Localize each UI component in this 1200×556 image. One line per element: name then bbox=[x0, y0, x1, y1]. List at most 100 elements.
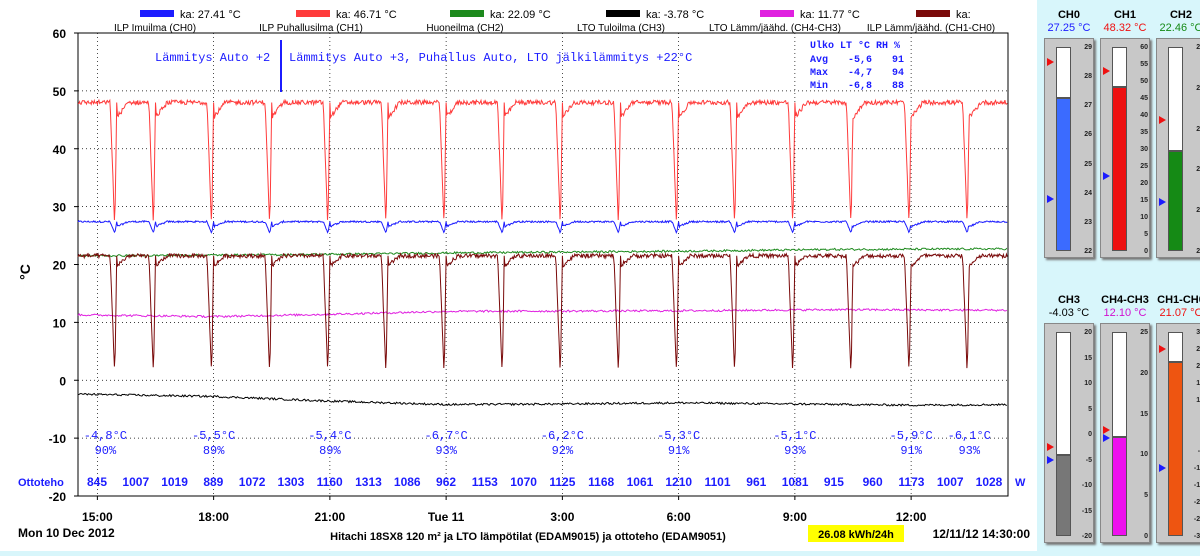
gauge-tick-label: 5 bbox=[1144, 492, 1148, 500]
gauge-tick-label: 15 bbox=[1140, 197, 1148, 204]
gauge-tick-label: 0 bbox=[1144, 248, 1148, 255]
ottoteho-value: 1028 bbox=[976, 475, 1003, 489]
legend-swatch bbox=[140, 10, 174, 17]
gauge-tick-label: 50 bbox=[1140, 78, 1148, 85]
gauge-scale: 25 20 15 10 5 0 bbox=[1130, 324, 1150, 542]
outdoor-rh: 93% bbox=[784, 444, 806, 458]
gauge-tick-label: 10 bbox=[1140, 451, 1148, 459]
ottoteho-value: 1070 bbox=[510, 475, 537, 489]
x-tick-label: 21:00 bbox=[315, 510, 346, 524]
y-tick-label: 30 bbox=[53, 201, 67, 215]
outdoor-temp: -6,1°C bbox=[948, 429, 991, 443]
outdoor-rh: 89% bbox=[203, 444, 225, 458]
gauge-tick-label: -20 bbox=[1081, 533, 1092, 540]
gauge-red-marker bbox=[1103, 425, 1110, 434]
outdoor-temp: -6,2°C bbox=[541, 429, 584, 443]
legend-label: ILP Puhallusilma (CH1) bbox=[259, 23, 363, 34]
gauge-tick-label: 23 bbox=[1196, 125, 1200, 133]
ottoteho-value: 1007 bbox=[122, 475, 149, 489]
mode-annotation-1: Lämmitys Auto +2 bbox=[155, 51, 270, 65]
legend-label: LTO Lämm/jäähd. (CH4-CH3) bbox=[709, 23, 841, 34]
ottoteho-value: 1125 bbox=[549, 475, 575, 489]
gauge-tick-label: 15 bbox=[1196, 380, 1200, 387]
gauge-fill bbox=[1112, 86, 1127, 251]
gauge-scale: 29 28 27 26 25 24 23 22 bbox=[1074, 39, 1094, 257]
footer-timestamp: 12/11/12 14:30:00 bbox=[933, 527, 1031, 541]
gauge-tick-label: 27 bbox=[1084, 102, 1092, 110]
gauge-red-marker bbox=[1159, 345, 1166, 353]
outdoor-temp: -6,7°C bbox=[425, 429, 468, 443]
gauge-blue-marker bbox=[1159, 198, 1166, 207]
mode-annotation-2: Lämmitys Auto +3, Puhallus Auto, LTO jäl… bbox=[289, 51, 692, 65]
gauge-track bbox=[1112, 332, 1127, 438]
gauge-name: CH1 bbox=[1113, 9, 1136, 21]
energy-highlight bbox=[808, 525, 904, 542]
stats-label: Avg bbox=[810, 55, 828, 66]
ottoteho-value: 962 bbox=[436, 475, 456, 489]
legend-average: ka: 11.77 °C bbox=[800, 9, 860, 21]
gauge-frame: 25 20 15 10 5 0 bbox=[1100, 323, 1150, 543]
series-line bbox=[77, 392, 1007, 407]
ottoteho-value: 1168 bbox=[588, 475, 614, 489]
y-tick-label: -10 bbox=[49, 432, 67, 446]
legend-swatch bbox=[606, 10, 640, 17]
gauge-tick-label: 40 bbox=[1140, 112, 1148, 119]
outdoor-rh: 93% bbox=[435, 444, 457, 458]
gauge-tick-label: 23 bbox=[1084, 218, 1092, 226]
gauge-frame: 20 15 10 5 0 -5 -10 -15 -20 bbox=[1044, 323, 1094, 543]
gauge-value: 22.46 °C bbox=[1159, 22, 1200, 34]
grid bbox=[78, 33, 1008, 496]
stats-rh: 94 bbox=[892, 68, 904, 79]
outdoor-rh: 90% bbox=[95, 444, 117, 458]
gauge-tick-label: 30 bbox=[1140, 146, 1148, 153]
outdoor-readings: -4,8°C90%-5,5°C89%-5,4°C89%-6,7°C93%-6,2… bbox=[84, 429, 991, 458]
x-tick-label: 9:00 bbox=[783, 510, 807, 524]
series-line bbox=[77, 251, 1008, 369]
gauge-tick-label: 55 bbox=[1140, 61, 1148, 68]
gauge-scale: 25 24 23 22 21 20 bbox=[1186, 39, 1200, 257]
ottoteho-value: 889 bbox=[203, 475, 223, 489]
gauge-panel: CH0 27.25 °C 29 28 27 26 25 24 23 22 CH1 48.32 °C 60… bbox=[1037, 0, 1200, 551]
gauge-tick-label: 10 bbox=[1140, 214, 1148, 221]
gauge-tick-label: 22 bbox=[1084, 248, 1092, 255]
series-line bbox=[77, 219, 1008, 235]
stats-temp: -4,7 bbox=[848, 68, 872, 79]
gauge-tick-label: -30 bbox=[1193, 533, 1200, 540]
gauge-blue-marker bbox=[1047, 455, 1054, 464]
x-tick-label: 15:00 bbox=[82, 510, 113, 524]
gauge-tick-label: 20 bbox=[1140, 180, 1148, 187]
legend-average: ka: 22.09 °C bbox=[490, 9, 551, 21]
y-tick-label: 0 bbox=[59, 374, 66, 388]
legend-swatch bbox=[296, 10, 330, 17]
gauge-name: CH3 bbox=[1057, 294, 1080, 306]
stats-label: Min bbox=[810, 80, 828, 92]
ottoteho-value: 1210 bbox=[665, 475, 692, 489]
gauge-scale: 20 15 10 5 0 -5 -10 -15 -20 bbox=[1074, 324, 1094, 542]
gauge-tick-label: -15 bbox=[1193, 482, 1200, 489]
outdoor-temp: -5,4°C bbox=[308, 429, 351, 443]
gauge-scale: 60 55 50 45 40 35 30 25 20 15 10 5 0 bbox=[1130, 39, 1150, 257]
x-tick-label: 3:00 bbox=[550, 510, 574, 524]
gauge-ch1: CH1 48.32 °C 60 55 50 45 40 35 30 25 20 15 10 5 0 bbox=[1100, 8, 1150, 258]
gauge-tick-label: 20 bbox=[1140, 369, 1148, 377]
ottoteho-value: 1081 bbox=[782, 475, 809, 489]
gauge-tick-label: 20 bbox=[1196, 248, 1200, 255]
stats-rh: 91 bbox=[892, 55, 904, 66]
footer-energy: 26.08 kWh/24h bbox=[818, 529, 894, 541]
gauge-tick-label: -5 bbox=[1197, 448, 1200, 455]
gauge-name: CH4-CH3 bbox=[1101, 294, 1149, 306]
gauge-tick-label: 5 bbox=[1088, 405, 1092, 413]
outdoor-temp: -5,5°C bbox=[192, 429, 235, 443]
ottoteho-value: 1086 bbox=[394, 475, 421, 489]
ottoteho-value: 1101 bbox=[704, 475, 730, 489]
gauge-track bbox=[1056, 332, 1071, 455]
legend-average: ka: 27.41 °C bbox=[180, 9, 241, 21]
outdoor-temp: -5,1°C bbox=[773, 429, 816, 443]
ottoteho-value: 1153 bbox=[472, 475, 498, 489]
gauge-blue-marker bbox=[1103, 434, 1110, 443]
chart-area: ka: 27.41 °C ILP Imuilma (CH0) ka: 46.71 °… bbox=[0, 0, 1037, 551]
y-tick-label: -20 bbox=[49, 490, 67, 504]
ottoteho-value: 1061 bbox=[627, 475, 654, 489]
gauge-red-marker bbox=[1103, 66, 1110, 75]
